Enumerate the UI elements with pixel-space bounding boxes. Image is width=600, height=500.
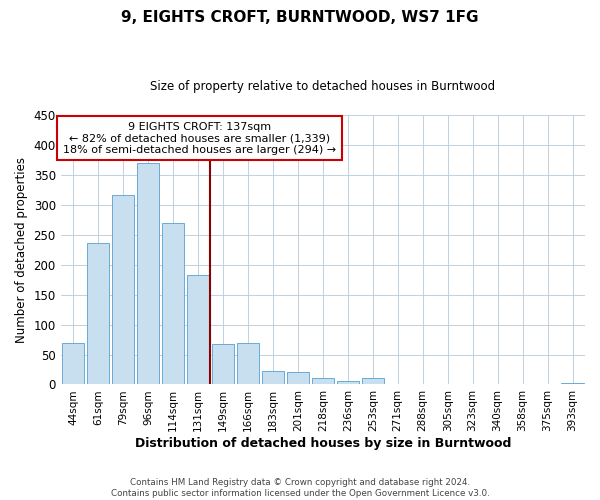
Text: Contains HM Land Registry data © Crown copyright and database right 2024.
Contai: Contains HM Land Registry data © Crown c… [110,478,490,498]
X-axis label: Distribution of detached houses by size in Burntwood: Distribution of detached houses by size … [134,437,511,450]
Text: 9, EIGHTS CROFT, BURNTWOOD, WS7 1FG: 9, EIGHTS CROFT, BURNTWOOD, WS7 1FG [121,10,479,25]
Bar [311,378,334,384]
Text: 9 EIGHTS CROFT: 137sqm
← 82% of detached houses are smaller (1,339)
18% of semi-: 9 EIGHTS CROFT: 137sqm ← 82% of detached… [63,122,336,155]
Bar [62,342,85,384]
Bar [87,243,109,384]
Bar [287,372,309,384]
Bar [212,344,234,384]
Y-axis label: Number of detached properties: Number of detached properties [15,156,28,342]
Bar [262,370,284,384]
Bar [137,163,159,384]
Bar [337,382,359,384]
Bar [112,195,134,384]
Bar [236,342,259,384]
Bar [187,275,209,384]
Title: Size of property relative to detached houses in Burntwood: Size of property relative to detached ho… [150,80,496,93]
Bar [162,223,184,384]
Bar [362,378,384,384]
